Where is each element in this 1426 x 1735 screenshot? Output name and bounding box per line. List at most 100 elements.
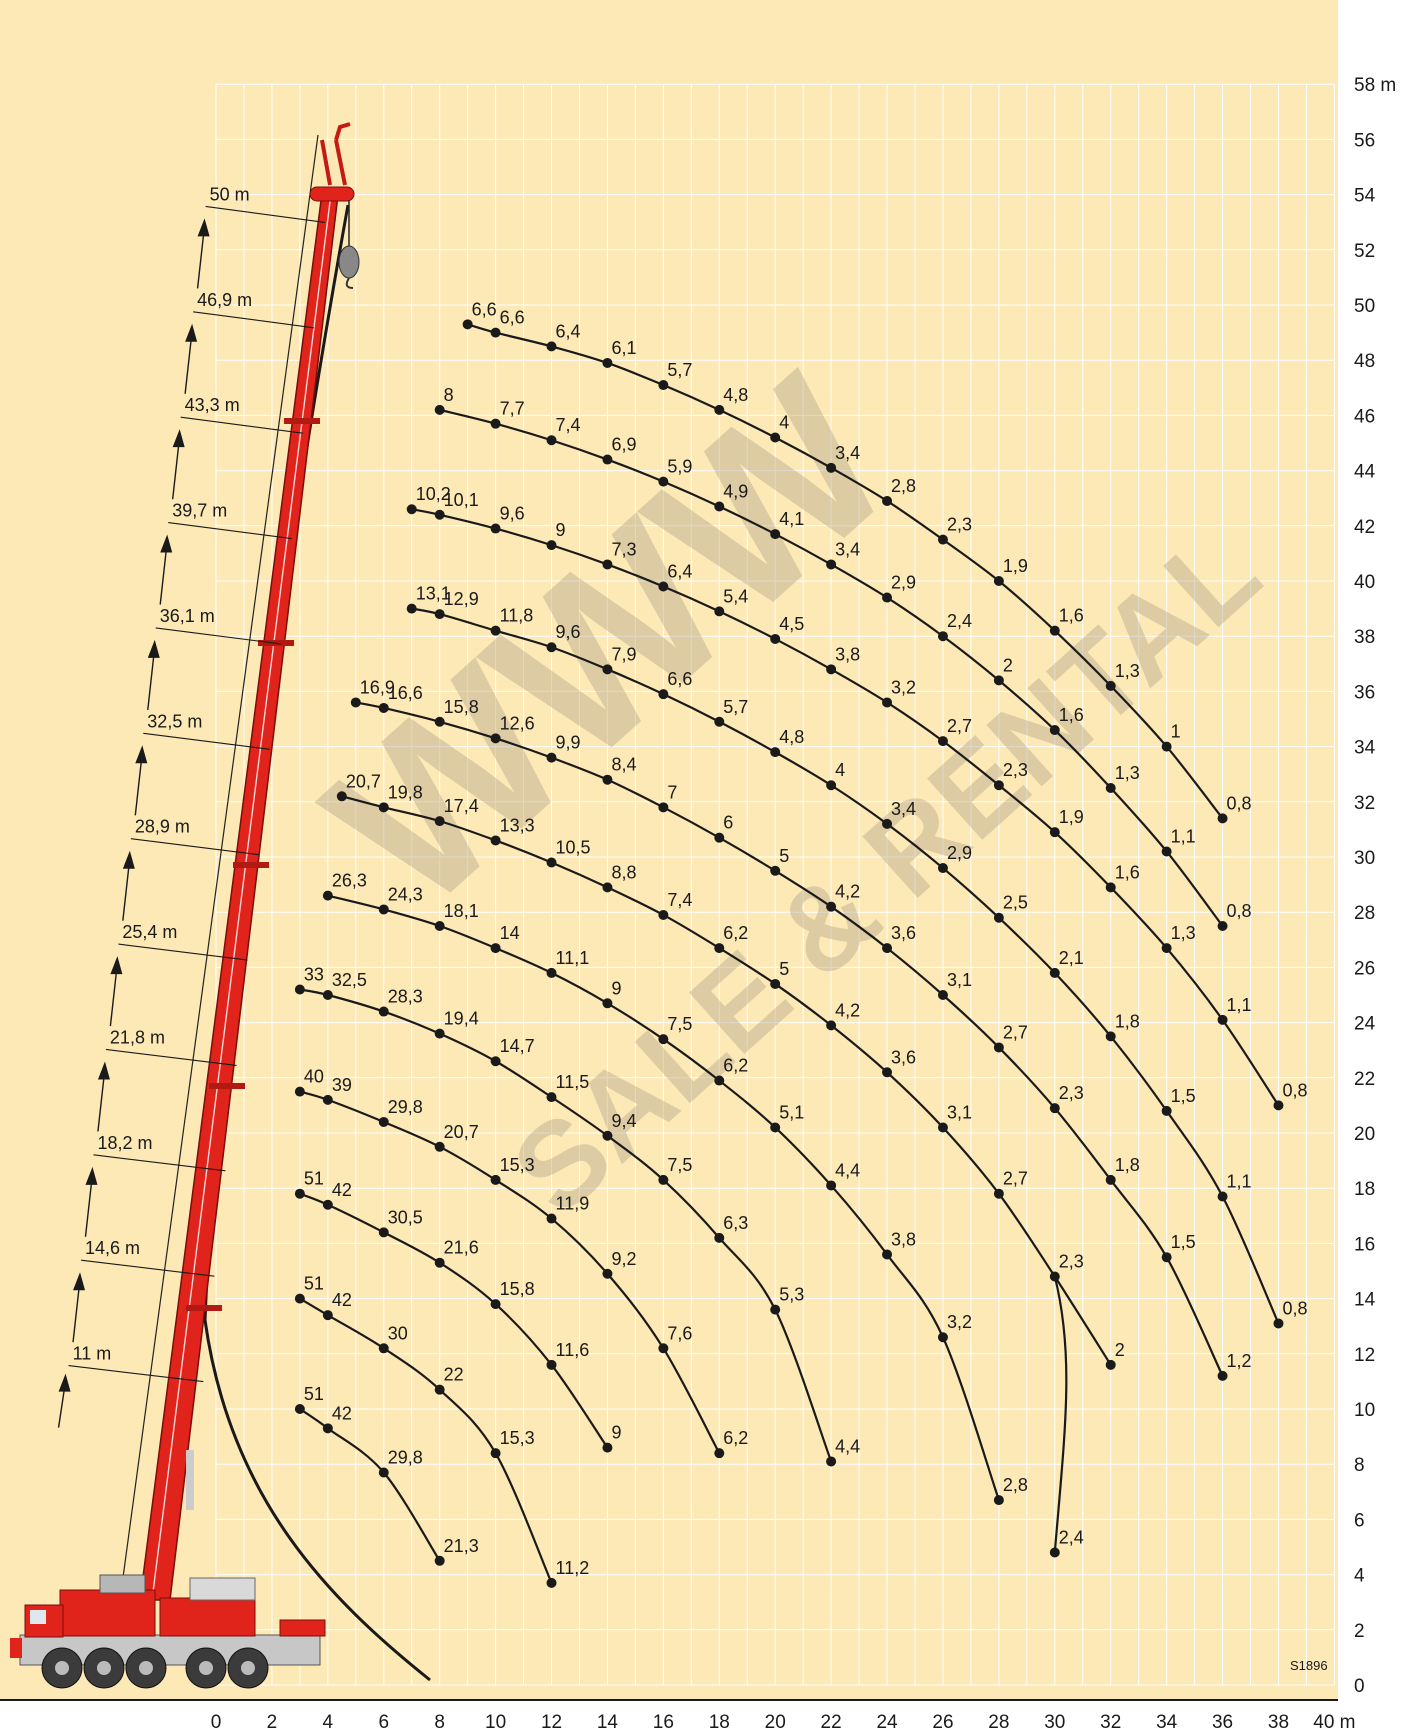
boom-length-label: 46,9 m [197,290,252,310]
load-point [378,1116,389,1127]
load-point [1105,882,1116,893]
y-tick-label: 6 [1354,1510,1365,1531]
load-value-label: 5 [779,846,789,866]
load-point [770,432,781,443]
load-point [714,606,725,617]
boom-arrow-shaft [97,1077,105,1132]
load-point [826,901,837,912]
load-point [1049,967,1060,978]
boom-arrow-head [172,429,185,448]
load-value-label: 11,5 [556,1072,590,1092]
boom-leader-line [118,943,248,961]
load-point [1105,680,1116,691]
boom-arrow-shaft [109,971,118,1027]
boom-leader-line [193,311,315,329]
load-point [406,504,417,515]
boom-length-label: 11 m [73,1344,112,1364]
load-point [658,380,669,391]
load-value-label: 7,3 [611,539,636,559]
load-value-label: 11,9 [556,1194,590,1214]
load-curve [327,894,1000,1501]
y-tick-label: 26 [1354,958,1375,979]
load-value-label: 0,8 [1282,1298,1307,1318]
load-point [770,529,781,540]
load-value-label: 5,3 [779,1285,804,1305]
load-point [993,576,1004,586]
load-point [1161,1252,1172,1263]
load-point [434,1384,445,1395]
load-point [322,1094,333,1105]
load-value-label: 9,2 [611,1249,636,1269]
load-value-label: 7,9 [611,644,636,664]
load-point [602,882,613,893]
load-value-label: 3,6 [891,923,916,943]
load-point [546,967,557,978]
load-value-label: 3,2 [947,1312,972,1332]
y-tick-label: 34 [1354,738,1376,759]
load-point [490,943,501,954]
load-value-label: 5,9 [667,457,692,477]
load-point [490,418,501,429]
boom-leader-line [155,627,281,645]
load-value-label: 5,1 [779,1102,804,1122]
y-tick-label: 32 [1354,793,1375,814]
load-curves: 514229,821,35142302215,311,2514230,521,6… [294,299,1308,1588]
load-value-label: 42 [332,1403,352,1423]
load-value-label: 0,8 [1282,1080,1307,1100]
load-point [658,476,669,487]
boom-length-label: 18,2 m [97,1133,152,1153]
x-tick-label: 40 m [1313,1712,1355,1733]
load-point [602,559,613,570]
load-point [1105,783,1116,793]
load-point [770,1122,781,1133]
load-point [826,1020,837,1031]
y-tick-label: 12 [1354,1345,1375,1366]
load-point [294,984,305,995]
load-value-label: 29,8 [388,1097,423,1117]
load-value-label: 3,4 [835,443,860,463]
boom-length-label: 32,5 m [147,711,202,731]
load-value-label: 4,5 [779,614,804,634]
boom-leader-line [130,838,259,856]
load-point [658,1343,669,1354]
load-value-label: 6,6 [667,669,692,689]
load-point [378,1006,389,1017]
load-point [490,1448,501,1459]
boom-leader-line [80,1259,215,1277]
x-tick-label: 32 [1100,1712,1121,1733]
boom-arrow-head [160,534,173,553]
load-value-label: 2,3 [947,515,972,535]
load-point [826,559,837,570]
y-tick-label: 50 [1354,296,1375,317]
y-tick-label: 36 [1354,682,1375,703]
boom-arrow-head [85,1166,98,1185]
load-value-label: 1,3 [1115,763,1140,783]
load-point [658,1174,669,1185]
load-point [714,1448,725,1459]
load-value-label: 9 [611,978,621,998]
y-tick-label: 30 [1354,848,1375,869]
load-value-label: 20,7 [346,771,381,791]
load-point [350,697,361,708]
x-tick-label: 24 [876,1712,898,1733]
y-tick-label: 56 [1354,130,1375,151]
load-point [714,1075,725,1086]
load-value-label: 2,3 [1059,1252,1084,1272]
load-value-label: 1,9 [1003,556,1028,576]
load-value-label: 8,4 [611,755,636,775]
load-value-label: 2,7 [1003,1169,1028,1189]
load-point [826,1456,837,1467]
load-value-label: 10,5 [556,838,591,858]
load-value-label: 10,1 [444,490,479,510]
grid [215,83,1335,1686]
load-value-label: 2,3 [1059,1083,1084,1103]
y-tick-label: 28 [1354,903,1375,924]
load-value-label: 42 [332,1180,352,1200]
y-tick-label: 46 [1354,406,1375,427]
load-value-label: 3,1 [947,970,972,990]
load-value-label: 1,8 [1115,1011,1140,1031]
load-point [546,1577,557,1588]
load-value-label: 2 [1003,655,1013,675]
load-value-label: 2,4 [947,611,972,631]
load-value-label: 9,9 [556,733,581,753]
